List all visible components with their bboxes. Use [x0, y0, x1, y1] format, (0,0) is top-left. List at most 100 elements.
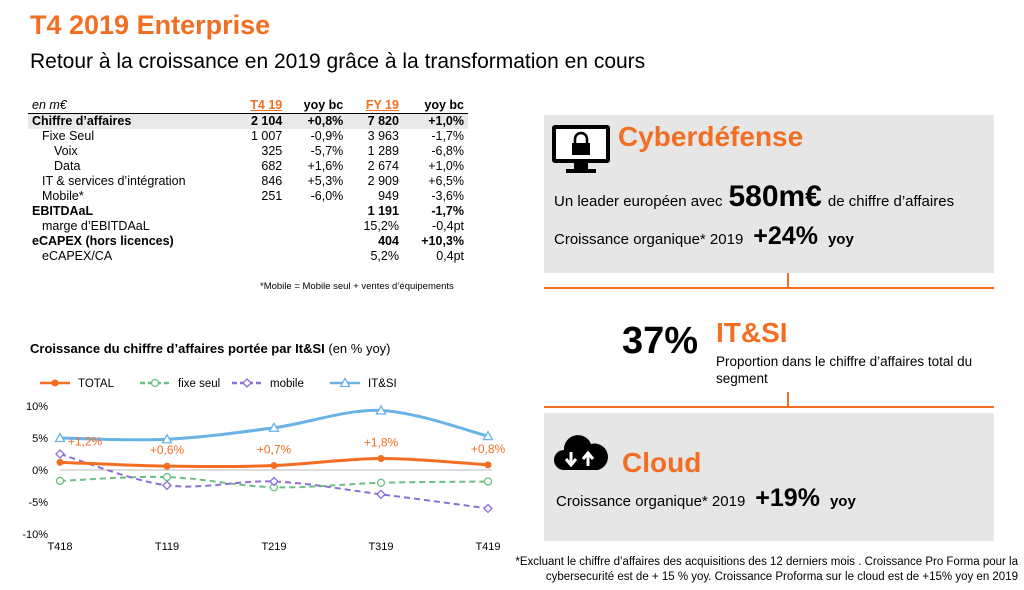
bottom-footnote: *Excluant le chiffre d’affaires des acqu… [515, 556, 1018, 583]
cell-fy: 1 289 [367, 144, 399, 158]
cell-t4-yoy: +1,6% [307, 159, 344, 173]
y-tick-label: -5% [28, 497, 48, 509]
legend-fixe-seul-marker [150, 378, 160, 388]
cell-t4 [235, 249, 286, 264]
cell-fy-yoy: -3,6% [431, 189, 464, 203]
series-mobile-point [162, 480, 172, 491]
cell-t4-yoy: -6,0% [310, 189, 344, 203]
cell-t4-yoy: +0,8% [286, 113, 348, 129]
col-t4-yoy: yoy bc [286, 98, 348, 114]
cell-t4-yoy [286, 219, 347, 234]
col-t4: T4 19 [235, 98, 287, 114]
itsi-description: Proportion dans le chiffre d’affaires to… [716, 354, 973, 386]
row-label: Mobile* [42, 189, 84, 203]
col-fy: FY 19 [347, 98, 403, 114]
data-label: +1,2% [68, 434, 103, 448]
cloud-download-upload-icon [554, 435, 608, 470]
series-total-point [270, 462, 278, 470]
connector-top [787, 273, 789, 287]
cloud-panel [544, 413, 994, 541]
cell-fy: 5,2% [370, 249, 399, 263]
series-fixe-seul-point [483, 477, 493, 486]
row-label: eCAPEX (hors licences) [32, 234, 174, 248]
y-tick-label: 5% [32, 433, 48, 445]
cell-t4-yoy: -0,9% [310, 129, 344, 143]
itsi-percentage: 37% [622, 320, 699, 362]
connector-bottom [787, 392, 789, 406]
data-label: +0,6% [150, 443, 185, 457]
cell-fy: 15,2% [363, 219, 399, 233]
cell-t4: 325 [261, 144, 283, 158]
cell-t4 [235, 204, 286, 219]
cyber-line1-post: de chiffre d’affaires [827, 193, 955, 210]
cloud-growth-suffix: yoy [829, 493, 856, 510]
cloud-growth-label: Croissance organique* 2019 [556, 493, 746, 510]
cell-t4-yoy [286, 234, 347, 249]
series-fixe-seul-point [55, 476, 65, 486]
data-label: +0,8% [471, 442, 506, 456]
cell-t4-yoy [286, 249, 347, 264]
table-row: Chiffre d’affaires 2 104 +0,8% 7 820 +1,0% [28, 113, 468, 129]
series-fixe-seul-point [376, 478, 386, 487]
cyber-line1-pre: Un leader européen avec [554, 193, 723, 210]
cell-t4-yoy: +5,3% [307, 174, 344, 188]
legend-total-label: TOTAL [78, 378, 115, 390]
series-total-point [56, 458, 64, 466]
row-label: EBITDAaL [32, 204, 94, 218]
row-label: Data [54, 159, 81, 173]
cell-t4 [235, 234, 286, 249]
cyber-title: Cyberdéfense [618, 121, 804, 152]
cell-fy: 3 963 [367, 129, 399, 143]
series-mobile-line [59, 453, 489, 510]
row-label: Fixe Seul [42, 129, 95, 143]
cell-t4-yoy: -5,7% [310, 144, 344, 158]
data-label: +1,8% [364, 435, 399, 449]
legend-it-si-label: IT&SI [368, 378, 397, 390]
series-fixe-seul-point [162, 472, 172, 482]
page-subtitle: Retour à la croissance en 2019 grâce à l… [30, 50, 646, 73]
data-label: +0,7% [257, 443, 292, 457]
cell-fy: 7 820 [347, 113, 403, 129]
series-total-point [484, 461, 492, 469]
x-tick-label: T418 [47, 541, 72, 553]
line-chart: 10% 5% 0% -5% -10%T418 T119 T219 T319 T419 +1,2% +… [22, 377, 506, 553]
cell-t4: 682 [261, 159, 283, 173]
series-it-si-point [268, 421, 280, 432]
chart-title-bold: Croissance du chiffre d’affaires portée … [30, 341, 325, 356]
y-tick-label: 10% [26, 401, 48, 413]
chart-title-unit: (en % yoy) [328, 341, 391, 356]
cyber-revenue-value: 580m€ [728, 180, 822, 213]
legend-fixe-seul-label: fixe seul [178, 378, 220, 390]
cell-t4-yoy [286, 204, 347, 219]
col-fy-yoy: yoy bc [402, 98, 468, 114]
series-mobile-point [483, 503, 493, 514]
table-row: EBITDAaL 1 191 -1,7% [28, 204, 468, 219]
series-it-si-point [482, 430, 494, 441]
cell-fy-yoy: +1,0% [428, 159, 464, 173]
table-row: marge d’EBITDAaL 15,2% -0,4pt [28, 219, 468, 234]
page-title: T4 2019 Enterprise [30, 10, 271, 40]
cyber-growth-label: Croissance organique* 2019 [554, 231, 744, 248]
series-it-si-point [375, 404, 387, 415]
table-footnote: *Mobile = Mobile seul + ventes d’équipem… [260, 281, 454, 292]
row-label: Chiffre d’affaires [28, 113, 236, 129]
series-mobile-point [376, 489, 386, 500]
x-tick-label: T119 [155, 541, 179, 553]
cloud-title: Cloud [622, 447, 702, 478]
cell-fy-yoy: -0,4pt [432, 219, 464, 233]
cell-fy-yoy: -6,8% [431, 144, 464, 158]
cell-fy: 404 [378, 234, 399, 248]
cyber-revenue-line: Un leader européen avec 580m€ de chiffre… [554, 180, 954, 214]
cell-fy: 2 909 [367, 174, 399, 188]
series-total-point [163, 462, 171, 470]
cell-fy-yoy: 0,4pt [436, 249, 464, 263]
itsi-title: IT&SI [716, 317, 788, 348]
cell-t4 [235, 219, 286, 234]
x-tick-label: T319 [368, 541, 393, 553]
x-tick-label: T419 [475, 541, 500, 553]
cell-t4: 846 [261, 174, 283, 188]
row-label: Voix [54, 144, 78, 158]
y-tick-label: -10% [22, 529, 48, 541]
cyber-growth-suffix: yoy [827, 231, 854, 248]
cell-t4: 1 007 [250, 129, 283, 143]
